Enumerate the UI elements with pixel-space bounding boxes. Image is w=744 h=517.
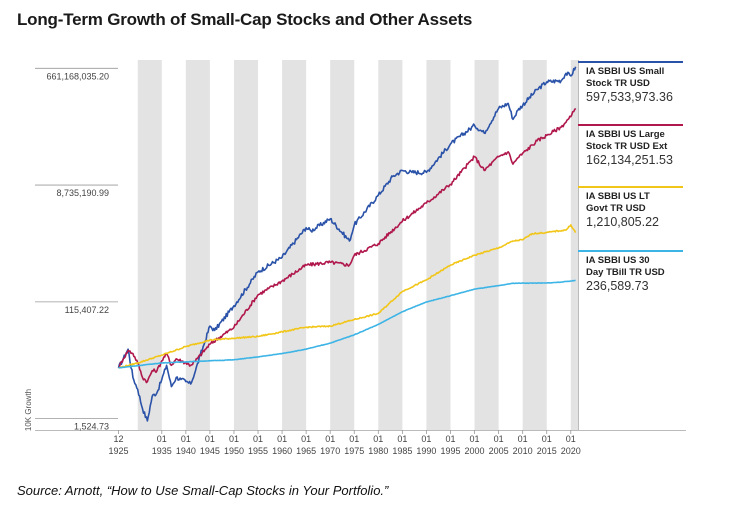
x-tick-month-13: 01 [445,434,455,444]
series-line-2 [118,224,577,369]
axes: 661,168,035.20 8,735,190.99 115,407.22 1,52… [24,60,686,456]
legend-value-0: 597,533,973.36 [586,90,673,104]
x-tick-year-8: 1970 [320,446,340,456]
y-tick-label-0: 661,168,035.20 [46,71,109,81]
x-tick-year-15: 2005 [489,446,509,456]
y-axis-label: 10K Growth [24,389,33,431]
legend-name-3-1: Day TBill TR USD [586,267,665,278]
series-line-0 [117,66,577,422]
x-tick-year-7: 1965 [296,446,316,456]
x-tick-year-12: 1990 [416,446,436,456]
x-tick-year-10: 1980 [368,446,388,456]
legend-value-2: 1,210,805.22 [586,215,659,229]
x-tick-month-11: 01 [397,434,407,444]
shaded-band-1 [185,60,210,430]
x-tick-month-9: 01 [349,434,359,444]
x-tick-month-18: 01 [566,434,576,444]
shaded-band-2 [233,60,259,430]
x-tick-month-4: 01 [229,434,239,444]
x-tick-month-2: 01 [181,434,191,444]
x-tick-year-2: 1940 [176,446,196,456]
x-tick-year-17: 2015 [537,446,557,456]
x-tick-year-11: 1985 [392,446,412,456]
x-tick-month-16: 01 [518,434,528,444]
x-tick-year-13: 1995 [440,446,460,456]
x-tick-year-18: 2020 [561,446,581,456]
x-tick-year-0: 1925 [108,446,128,456]
x-tick-month-3: 01 [205,434,215,444]
x-tick-month-1: 01 [157,434,167,444]
x-tick-month-8: 01 [325,434,335,444]
x-tick-month-12: 01 [421,434,431,444]
x-tick-year-1: 1935 [152,446,172,456]
series-lines [117,66,577,422]
x-tick-month-6: 01 [277,434,287,444]
x-tick-year-14: 2000 [465,446,485,456]
legend-name-1-0: IA SBBI US Large [586,129,665,140]
x-tick-month-15: 01 [494,434,504,444]
shaded-band-6 [426,60,451,430]
legend-name-3-0: IA SBBI US 30 [586,255,650,266]
legend-name-2-0: IA SBBI US LT [586,191,650,202]
shaded-band-7 [474,60,499,430]
x-tick-year-6: 1960 [272,446,292,456]
x-tick-year-5: 1955 [248,446,268,456]
x-tick-year-4: 1950 [224,446,244,456]
x-tick-year-3: 1945 [200,446,220,456]
x-tick-month-5: 01 [253,434,263,444]
legend-name-0-1: Stock TR USD [586,78,650,89]
shaded-bands [137,60,578,430]
legend-value-1: 162,134,251.53 [586,153,673,167]
x-tick-month-10: 01 [373,434,383,444]
legend-name-0-0: IA SBBI US Small [586,66,664,77]
x-tick-year-9: 1975 [344,446,364,456]
shaded-band-9 [570,60,578,430]
shaded-band-4 [330,60,355,430]
y-tick-label-3: 1,524.73 [74,422,109,432]
shaded-band-8 [522,60,547,430]
x-tick-month-7: 01 [301,434,311,444]
x-tick-month-0: 12 [113,434,123,444]
x-tick-month-14: 01 [470,434,480,444]
legend-name-2-1: Govt TR USD [586,203,646,214]
legend-value-3: 236,589.73 [586,279,649,293]
x-tick-month-17: 01 [542,434,552,444]
chart-title: Long-Term Growth of Small-Cap Stocks and… [17,10,473,29]
legend-name-1-1: Stock TR USD Ext [586,141,668,152]
x-tick-year-16: 2010 [513,446,533,456]
source-note: Source: Arnott, “How to Use Small-Cap St… [17,483,389,498]
y-tick-label-2: 115,407.22 [65,305,109,315]
series-line-3 [118,279,576,369]
shaded-band-5 [378,60,403,430]
shaded-band-3 [282,60,307,430]
y-tick-label-1: 8,735,190.99 [56,188,109,198]
